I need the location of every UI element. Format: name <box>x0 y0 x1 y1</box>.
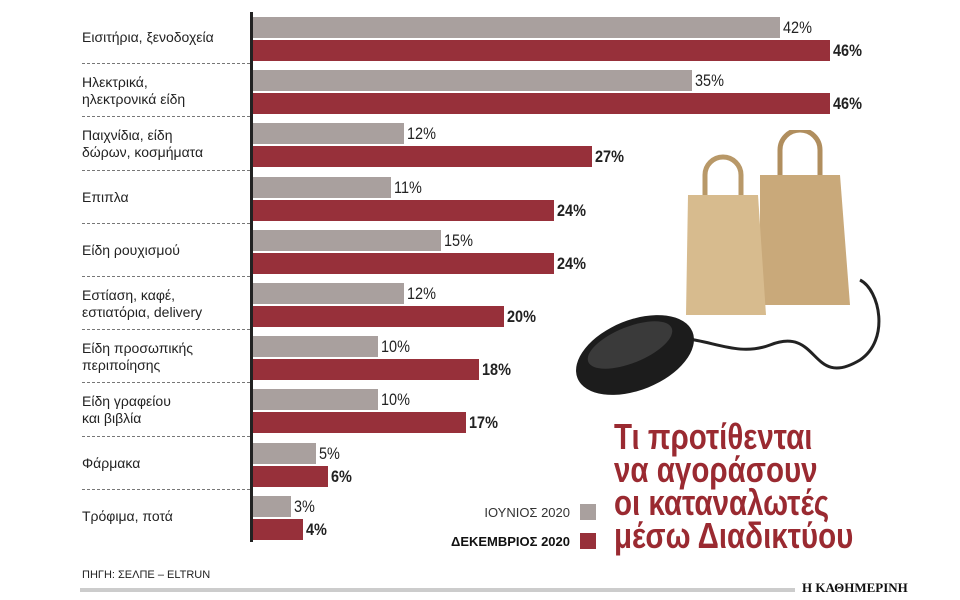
row-separator <box>82 435 250 437</box>
bar-june <box>253 17 780 38</box>
legend-swatch-june <box>580 504 596 520</box>
data-label-june: 10% <box>381 390 411 410</box>
bar-june <box>253 495 291 517</box>
category-label-line: δώρων, κοσμήματα <box>82 143 204 160</box>
category-axis <box>250 12 253 542</box>
bar-december <box>253 412 467 434</box>
footer-rule <box>80 588 795 592</box>
category-label: Εισιτήρια, ξενοδοχεία <box>82 29 247 46</box>
legend-label-june: ΙΟΥΝΙΟΣ 2020 <box>484 505 570 520</box>
legend-swatch-december <box>580 533 596 549</box>
bar-june <box>253 336 379 358</box>
bar-june <box>253 123 404 145</box>
bar-june <box>253 229 442 251</box>
category-label-line: ηλεκτρονικά είδη <box>82 90 186 107</box>
row-separator <box>82 169 250 171</box>
category-label-line: Ηλεκτρικά, <box>82 73 148 90</box>
data-label-december: 18% <box>481 360 511 380</box>
bar-june <box>253 442 316 464</box>
data-label-december: 46% <box>833 94 862 114</box>
bar-december <box>253 199 555 221</box>
category-label-line: Επιπλα <box>82 188 129 205</box>
row-separator <box>82 488 250 490</box>
category-label-line: Εστίαση, καφέ, <box>82 286 176 303</box>
bar-december <box>253 40 830 61</box>
row-separator <box>82 276 250 277</box>
category-label: Είδη ρουχισμού <box>82 242 247 259</box>
bar-june <box>253 389 379 411</box>
category-label-line: Παιχνίδια, είδη <box>82 126 173 143</box>
bar-december <box>253 146 592 168</box>
data-label-june: 12% <box>406 124 436 144</box>
category-label-line: περιποίησης <box>82 356 161 373</box>
data-label-june: 12% <box>406 284 436 303</box>
bar-december <box>253 518 304 540</box>
data-label-december: 24% <box>557 253 586 273</box>
category-label: Επιπλα <box>82 189 247 206</box>
data-label-december: 27% <box>594 147 624 167</box>
category-label-line: Τρόφιμα, ποτά <box>82 507 173 524</box>
data-label-december: 46% <box>833 41 862 60</box>
data-label-december: 4% <box>306 519 328 539</box>
row-separator <box>82 329 250 331</box>
category-label: Είδη γραφείου και βιβλία <box>82 393 247 427</box>
bar-june <box>253 283 404 304</box>
category-label-line: Είδη προσωπικής <box>82 339 194 356</box>
data-label-june: 15% <box>444 230 474 250</box>
category-label-line: Είδη ρουχισμού <box>82 241 180 258</box>
category-label-line: Είδη γραφείου <box>82 392 171 409</box>
data-label-december: 6% <box>331 466 353 486</box>
category-label: Φάρμακα <box>82 455 247 472</box>
category-label-line: Εισιτήρια, ξενοδοχεία <box>82 29 214 45</box>
bar-june <box>253 176 391 198</box>
data-label-june: 11% <box>393 177 422 197</box>
bar-december <box>253 93 830 115</box>
category-label-line: Φάρμακα <box>82 454 141 471</box>
title-line: να αγοράσουν <box>614 449 818 490</box>
bar-december <box>253 306 504 327</box>
category-label: Παιχνίδια, είδη δώρων, κοσμήματα <box>82 127 247 161</box>
data-label-june: 5% <box>318 443 340 463</box>
category-label: Ηλεκτρικά, ηλεκτρονικά είδη <box>82 74 247 108</box>
data-label-june: 3% <box>293 496 315 516</box>
shopping-illustration <box>576 130 881 395</box>
chart-title: Τι προτίθενται να αγοράσουν οι καταναλωτ… <box>614 416 854 556</box>
data-label-june: 10% <box>381 337 411 357</box>
mouse-cable-icon <box>654 278 881 370</box>
bar-december <box>253 359 479 381</box>
publisher-logo: Η ΚΑΘΗΜΕΡΙΝΗ <box>802 580 908 595</box>
row-separator <box>82 382 250 384</box>
shopping-bag-icon <box>686 130 850 315</box>
bar-june <box>253 70 693 92</box>
data-label-december: 20% <box>506 307 536 326</box>
row-separator <box>82 116 250 118</box>
data-label-december: 24% <box>557 200 586 220</box>
title-line: μέσω Διαδικτύου <box>614 515 854 556</box>
row-separator <box>82 63 250 65</box>
data-label-june: 42% <box>782 18 812 37</box>
title-line: Τι προτίθενται <box>614 416 813 457</box>
source-note: ΠΗΓΗ: ΣΕΛΠΕ – ELTRUN <box>82 569 211 581</box>
category-label: Εστίαση, καφέ, εστιατόρια, delivery <box>82 287 247 321</box>
data-label-december: 17% <box>469 413 499 433</box>
bar-december <box>253 252 555 274</box>
category-label: Τρόφιμα, ποτά <box>82 508 247 525</box>
data-label-june: 35% <box>695 71 724 91</box>
category-label-line: εστιατόρια, delivery <box>82 303 203 320</box>
title-line: οι καταναλωτές <box>614 482 830 523</box>
category-label-line: και βιβλία <box>82 409 142 426</box>
computer-mouse-icon <box>576 315 694 395</box>
row-separator <box>82 222 250 224</box>
category-label: Είδη προσωπικής περιποίησης <box>82 340 247 374</box>
bar-december <box>253 465 329 487</box>
legend-label-december: ΔΕΚΕΜΒΡΙΟΣ 2020 <box>450 534 570 549</box>
